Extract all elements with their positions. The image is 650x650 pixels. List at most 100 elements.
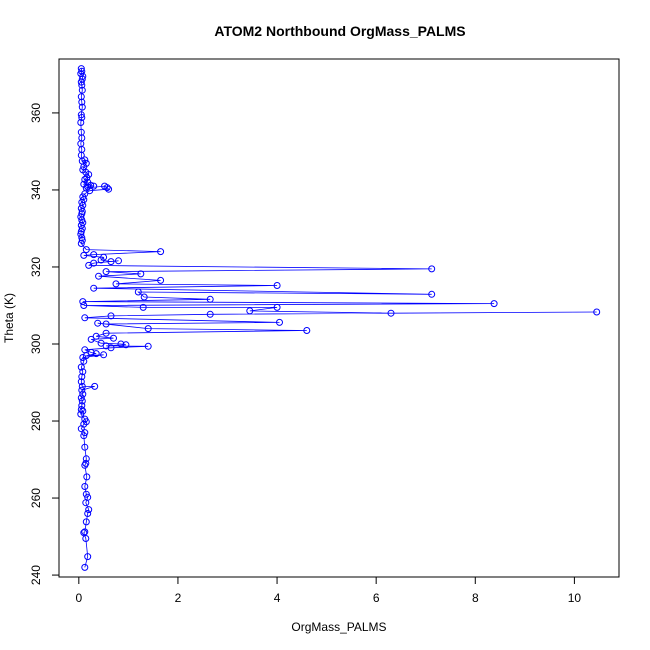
data-point: [79, 390, 87, 398]
data-point: [206, 295, 214, 303]
data-point: [303, 327, 311, 334]
data-point: [77, 65, 85, 73]
data-point: [78, 98, 86, 106]
data-point: [490, 300, 498, 308]
data-point: [77, 230, 85, 238]
data-point: [87, 349, 95, 356]
data-point: [81, 563, 89, 571]
x-tick-label: 8: [472, 591, 479, 605]
data-point: [90, 284, 98, 292]
data-point: [77, 93, 85, 101]
data-point: [77, 111, 85, 119]
data-point: [276, 318, 283, 326]
data-point: [82, 518, 90, 526]
data-point: [78, 236, 86, 244]
data-point: [134, 288, 142, 296]
y-axis: 240 260 280 300 320 340 360: [29, 103, 60, 585]
data-point: [77, 378, 85, 386]
x-axis: 0 2 4 6 8 10: [75, 576, 581, 605]
data-point: [81, 483, 89, 490]
data-point: [77, 119, 85, 126]
data-point: [84, 183, 92, 191]
data-point: [77, 204, 85, 212]
data-point: [78, 397, 86, 405]
data-point: [100, 351, 108, 359]
data-point: [78, 81, 86, 89]
y-tick-label: 280: [29, 411, 43, 431]
x-tick-label: 4: [274, 591, 281, 605]
data-point: [80, 302, 88, 309]
data-point: [83, 473, 91, 481]
data-point: [273, 282, 281, 289]
data-point: [79, 368, 87, 376]
data-point: [84, 553, 92, 561]
data-point: [107, 312, 115, 320]
data-point: [206, 310, 214, 318]
data-point: [95, 272, 103, 280]
data-point: [78, 103, 86, 111]
x-tick-label: 0: [75, 591, 82, 605]
data-point: [112, 280, 120, 288]
data-point: [246, 307, 254, 315]
data-point: [77, 363, 85, 371]
data-point: [87, 335, 95, 343]
data-point: [85, 506, 93, 514]
data-point: [140, 293, 148, 301]
data-point: [78, 86, 86, 94]
data-point: [122, 341, 130, 349]
data-point: [428, 265, 436, 273]
data-point: [80, 357, 88, 365]
data-point: [77, 425, 85, 433]
data-point: [428, 290, 436, 298]
data-point: [84, 510, 92, 517]
x-tick-label: 2: [175, 591, 182, 605]
data-point: [82, 246, 90, 254]
data-point: [77, 240, 85, 247]
data-point: [78, 114, 86, 121]
data-point: [82, 535, 90, 542]
data-point: [103, 184, 111, 192]
data-point: [115, 257, 122, 265]
data-point: [81, 443, 89, 451]
data-point: [78, 386, 86, 394]
series-line: [80, 68, 597, 568]
data-point: [85, 261, 93, 269]
data-point: [157, 276, 165, 284]
data-point: [82, 352, 90, 360]
data-point: [387, 309, 395, 317]
data-point: [81, 528, 89, 536]
data-point: [102, 268, 110, 276]
chart-title: ATOM2 Northbound OrgMass_PALMS: [214, 23, 465, 39]
data-point: [137, 270, 145, 278]
data-point: [92, 350, 100, 358]
y-tick-label: 340: [29, 180, 43, 200]
data-point: [102, 329, 110, 337]
series-layer: [77, 65, 601, 571]
data-point: [157, 248, 165, 256]
data-point: [273, 303, 281, 311]
data-point: [90, 251, 98, 259]
data-point: [77, 394, 85, 402]
data-point: [94, 319, 102, 327]
data-point: [110, 334, 117, 342]
data-point: [105, 185, 113, 193]
data-point: [82, 455, 90, 463]
data-point: [81, 461, 89, 469]
data-point: [107, 258, 115, 266]
x-axis-label: OrgMass_PALMS: [291, 620, 386, 634]
data-point: [102, 320, 110, 328]
data-point: [83, 174, 91, 182]
data-point: [91, 382, 99, 390]
data-point: [139, 303, 147, 311]
data-point: [80, 432, 88, 440]
data-point: [78, 382, 86, 390]
data-point: [81, 429, 89, 437]
data-point: [81, 156, 89, 164]
data-point: [107, 344, 115, 352]
data-point: [79, 298, 87, 306]
data-point: [117, 340, 125, 348]
y-tick-label: 300: [29, 334, 43, 354]
data-point: [78, 373, 86, 381]
plot-frame: [58, 58, 620, 578]
